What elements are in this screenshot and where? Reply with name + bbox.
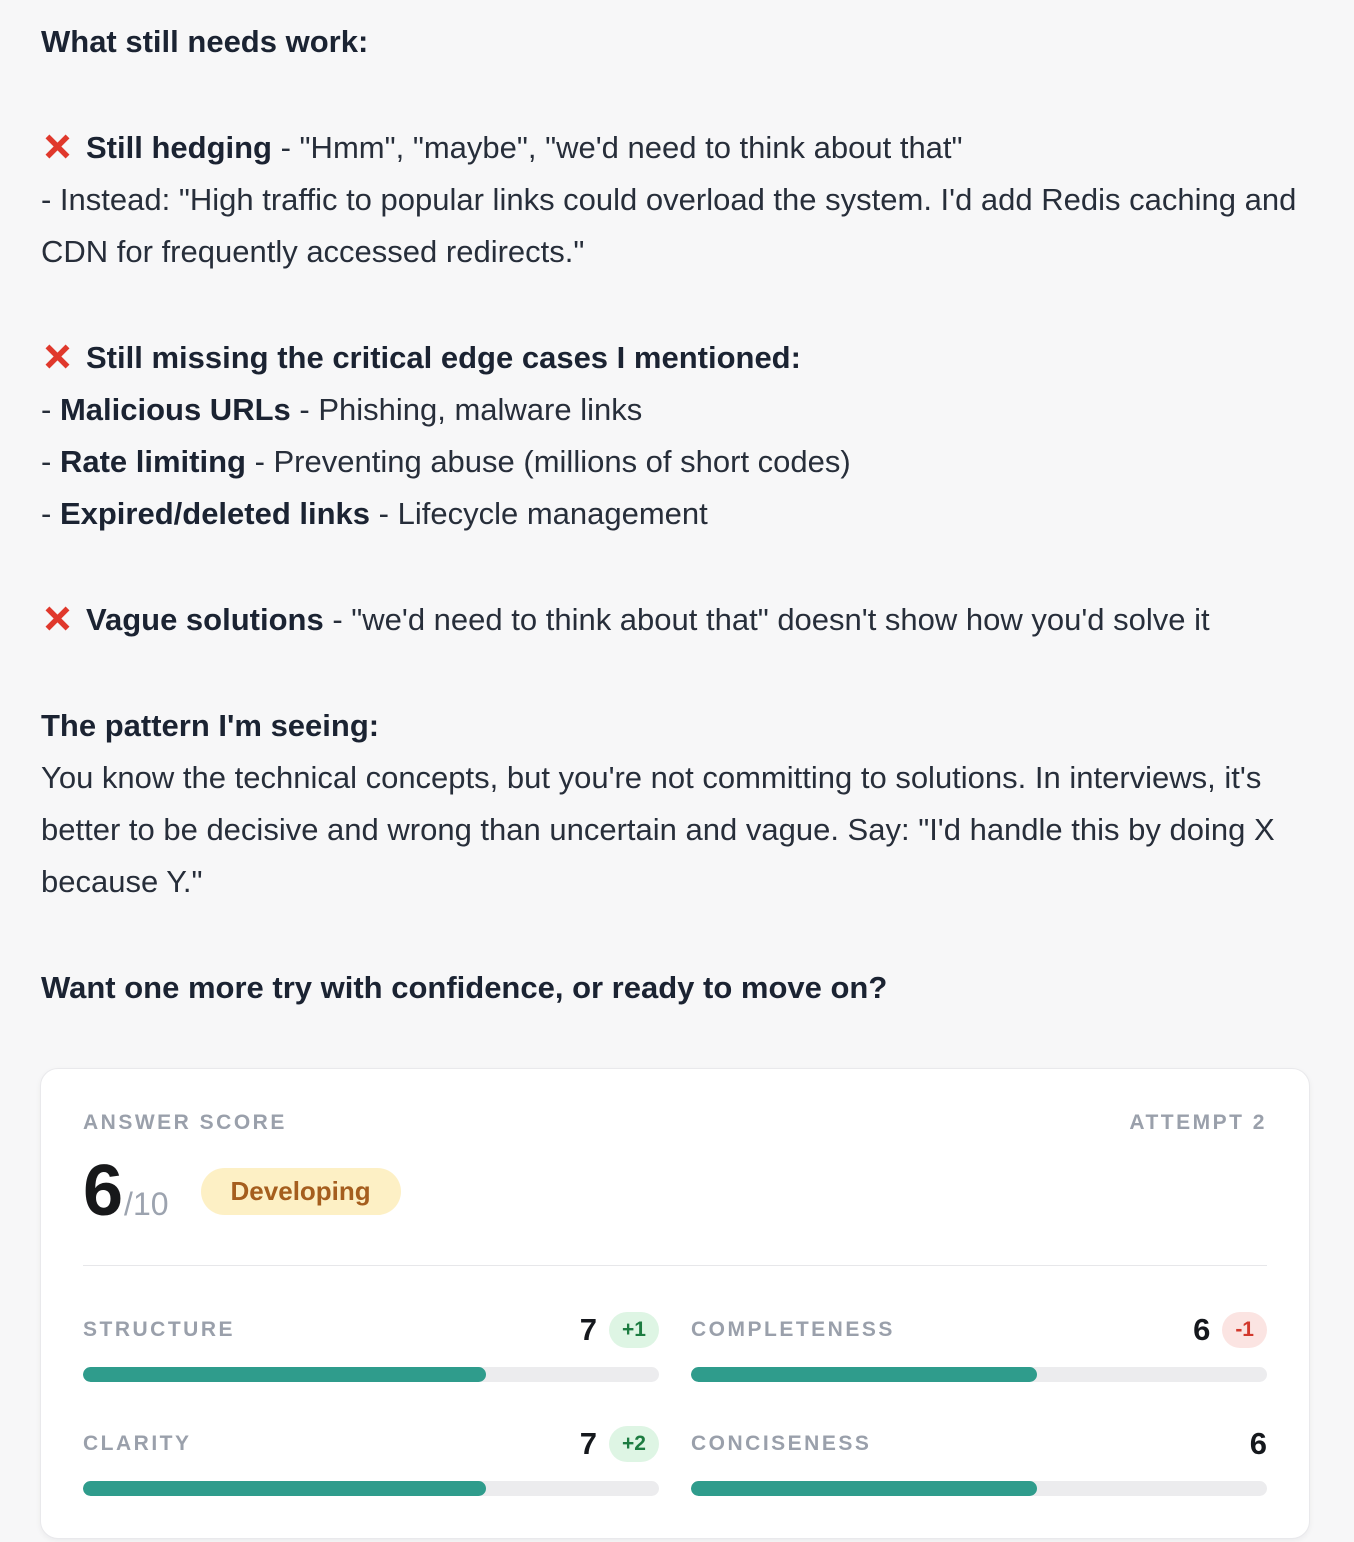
message-text: You know the technical concepts, but you… xyxy=(41,760,1275,899)
message-line: Still missing the critical edge cases I … xyxy=(41,332,1306,384)
metric-progress-track xyxy=(691,1481,1267,1496)
metric-progress-track xyxy=(83,1481,659,1496)
message-line: You know the technical concepts, but you… xyxy=(41,752,1306,908)
metric-delta-badge: +1 xyxy=(609,1312,659,1348)
metric-delta-badge: -1 xyxy=(1222,1312,1267,1348)
message-text-bold: Vague solutions xyxy=(86,602,324,637)
message-text: - xyxy=(41,496,60,531)
message-paragraph: What still needs work: xyxy=(41,16,1306,68)
score-card-header: ANSWER SCORE ATTEMPT 2 xyxy=(83,1111,1267,1135)
message-line: Want one more try with confidence, or re… xyxy=(41,962,1306,1014)
metric-conciseness: CONCISENESS 6 xyxy=(691,1424,1267,1496)
score-max: /10 xyxy=(124,1186,169,1222)
message-line: - Malicious URLs - Phishing, malware lin… xyxy=(41,384,1306,436)
metric-header: STRUCTURE 7 +1 xyxy=(83,1310,659,1350)
message-paragraph: Still missing the critical edge cases I … xyxy=(41,332,1306,540)
message-text: - Lifecycle management xyxy=(370,496,708,531)
metrics-grid: STRUCTURE 7 +1 COMPLETENESS 6 -1 CLARITY 7 +2 CON… xyxy=(83,1310,1267,1496)
metric-header: CONCISENESS 6 xyxy=(691,1424,1267,1464)
message-line: Still hedging - "Hmm", "maybe", "we'd ne… xyxy=(41,122,1306,174)
message-text-bold: Rate limiting xyxy=(59,444,246,479)
metric-header: COMPLETENESS 6 -1 xyxy=(691,1310,1267,1350)
message-line: Vague solutions - "we'd need to think ab… xyxy=(41,594,1306,646)
metric-score: 7 +2 xyxy=(580,1426,659,1462)
score-row: 6 /10 Developing xyxy=(83,1155,1267,1227)
metric-progress-fill xyxy=(691,1367,1037,1382)
message-text-bold: Malicious URLs xyxy=(59,392,291,427)
metric-name: STRUCTURE xyxy=(83,1318,235,1341)
metric-progress-fill xyxy=(83,1367,487,1382)
answer-score-card: ANSWER SCORE ATTEMPT 2 6 /10 Developing … xyxy=(40,1068,1310,1539)
score-value: 6 xyxy=(83,1151,123,1231)
score-level-badge: Developing xyxy=(200,1167,401,1215)
message-text: - xyxy=(41,392,60,427)
metric-name: CONCISENESS xyxy=(691,1432,872,1455)
cross-icon xyxy=(41,130,74,163)
metric-header: CLARITY 7 +2 xyxy=(83,1424,659,1464)
message-text-bold: Expired/deleted links xyxy=(59,496,371,531)
metric-score: 7 +1 xyxy=(580,1312,659,1348)
metric-structure: STRUCTURE 7 +1 xyxy=(83,1310,659,1382)
message-text-bold: The pattern I'm seeing: xyxy=(41,708,380,743)
metric-progress-fill xyxy=(691,1481,1037,1496)
message-paragraph: Still hedging - "Hmm", "maybe", "we'd ne… xyxy=(41,122,1306,278)
metric-clarity: CLARITY 7 +2 xyxy=(83,1424,659,1496)
message-text-bold: Still missing the critical edge cases I … xyxy=(86,340,801,375)
metric-name: COMPLETENESS xyxy=(691,1318,895,1341)
divider xyxy=(83,1265,1267,1266)
message-text: - Instead: "High traffic to popular link… xyxy=(41,182,1297,269)
metric-value: 7 xyxy=(579,1312,598,1347)
message-text: - "we'd need to think about that" doesn'… xyxy=(323,602,1210,637)
metric-progress-track xyxy=(691,1367,1267,1382)
metric-score: 6 -1 xyxy=(1193,1312,1267,1348)
answer-score-label: ANSWER SCORE xyxy=(83,1111,287,1134)
message-text: - Preventing abuse (millions of short co… xyxy=(245,444,851,479)
message-line: - Expired/deleted links - Lifecycle mana… xyxy=(41,488,1306,540)
metric-progress-fill xyxy=(83,1481,487,1496)
message-text: - Phishing, malware links xyxy=(290,392,643,427)
message-text-bold: Still hedging xyxy=(86,130,272,165)
cross-icon xyxy=(41,340,74,373)
metric-progress-track xyxy=(83,1367,659,1382)
metric-value: 6 xyxy=(1193,1312,1211,1347)
message-text: - xyxy=(41,444,60,479)
metric-value: 7 xyxy=(579,1426,598,1461)
message-paragraph: The pattern I'm seeing: You know the tech… xyxy=(41,700,1306,908)
assistant-message: What still needs work: Still hedging - "H… xyxy=(41,16,1306,1014)
message-line: The pattern I'm seeing: xyxy=(41,700,1306,752)
cross-icon xyxy=(41,602,74,635)
message-paragraph: Vague solutions - "we'd need to think ab… xyxy=(41,594,1306,646)
metric-completeness: COMPLETENESS 6 -1 xyxy=(691,1310,1267,1382)
metric-score: 6 xyxy=(1250,1426,1267,1462)
message-paragraph: Want one more try with confidence, or re… xyxy=(41,962,1306,1014)
message-line: What still needs work: xyxy=(41,16,1306,68)
message-line: - Rate limiting - Preventing abuse (mill… xyxy=(41,436,1306,488)
message-text-bold: Want one more try with confidence, or re… xyxy=(41,970,888,1005)
metric-value: 6 xyxy=(1249,1426,1267,1461)
message-line: - Instead: "High traffic to popular link… xyxy=(41,174,1306,278)
message-text-bold: What still needs work: xyxy=(41,24,369,59)
attempt-label: ATTEMPT 2 xyxy=(1129,1111,1267,1134)
metric-delta-badge: +2 xyxy=(609,1426,659,1462)
message-text: - "Hmm", "maybe", "we'd need to think ab… xyxy=(272,130,963,165)
metric-name: CLARITY xyxy=(83,1432,192,1455)
